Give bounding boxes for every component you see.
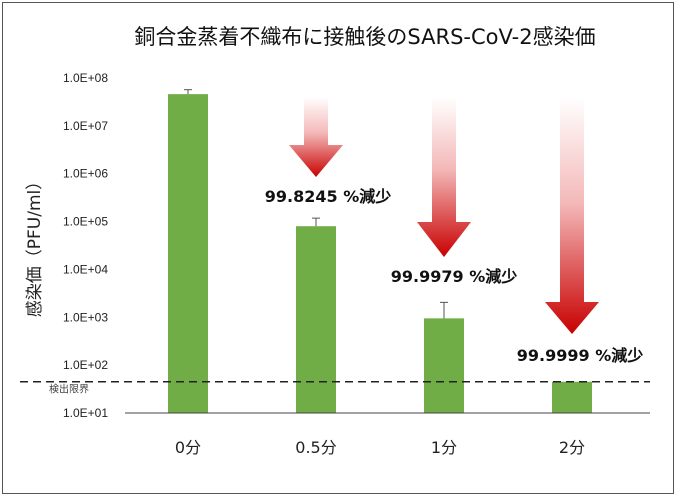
chart-frame (2, 2, 674, 494)
x-tick-label: 2分 (559, 438, 585, 457)
x-axis-ticks: 0分 0.5分 1分 2分 (175, 438, 585, 457)
error-bars (184, 89, 448, 319)
y-tick-label: 1.0E+04 (63, 262, 108, 276)
reduction-annotation: 99.9979 %減少 (391, 267, 517, 286)
y-tick-label: 1.0E+02 (63, 358, 108, 372)
chart-title: 銅合金蒸着不織布に接触後のSARS-CoV-2感染価 (134, 25, 595, 49)
bar (296, 226, 336, 413)
bar (168, 94, 208, 413)
bars (168, 94, 592, 413)
detection-limit-label: 検出限界 (49, 383, 89, 396)
reduction-arrow (289, 97, 343, 177)
bar (552, 381, 592, 413)
detection-limit: 検出限界 (20, 380, 650, 396)
y-axis-label: 感染価（PFU/ml） (25, 173, 45, 317)
y-axis-ticks: 1.0E+01 1.0E+02 1.0E+03 1.0E+04 1.0E+05 1.0E+… (63, 71, 108, 420)
y-tick-label: 1.0E+06 (63, 167, 108, 181)
y-tick-label: 1.0E+01 (63, 406, 108, 420)
x-tick-label: 0分 (175, 438, 201, 457)
reduction-annotation: 99.9999 %減少 (517, 346, 643, 365)
bar (424, 318, 464, 413)
x-tick-label: 1分 (431, 438, 457, 457)
x-tick-label: 0.5分 (295, 438, 336, 457)
y-tick-label: 1.0E+03 (63, 310, 108, 324)
annotations: 99.8245 %減少 99.9979 %減少 99.9999 %減少 (265, 187, 643, 365)
reduction-arrow (545, 97, 599, 334)
y-tick-label: 1.0E+05 (63, 215, 108, 229)
reduction-annotation: 99.8245 %減少 (265, 187, 391, 206)
y-tick-label: 1.0E+08 (63, 71, 108, 85)
reduction-arrow (417, 97, 471, 257)
y-tick-label: 1.0E+07 (63, 119, 108, 133)
reduction-arrows (289, 97, 599, 334)
